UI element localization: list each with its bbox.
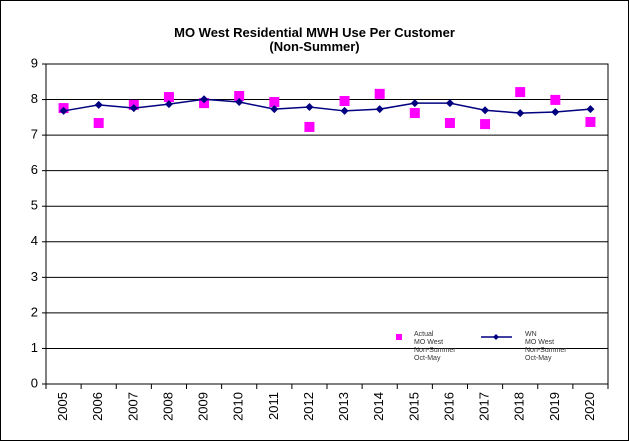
marker xyxy=(586,105,595,114)
marker xyxy=(410,99,419,108)
marker xyxy=(129,104,138,113)
y-tick-label: 4 xyxy=(31,233,38,248)
marker xyxy=(340,106,349,115)
marker xyxy=(93,118,104,129)
y-tick-label: 8 xyxy=(31,91,38,106)
y-tick-label: 7 xyxy=(31,127,38,142)
x-tick-label: 2012 xyxy=(301,392,316,421)
marker xyxy=(445,99,454,108)
marker xyxy=(515,87,526,98)
marker xyxy=(444,118,455,129)
legend-marker xyxy=(493,334,499,340)
x-tick-label: 2019 xyxy=(547,392,562,421)
marker xyxy=(200,95,209,104)
x-tick-label: 2011 xyxy=(266,392,281,420)
x-tick-label: 2016 xyxy=(441,392,456,421)
x-tick-label: 2010 xyxy=(231,392,246,421)
marker xyxy=(305,103,314,112)
y-tick-label: 5 xyxy=(31,198,38,213)
legend-label: Actual MO West Non-Summer Oct-May xyxy=(414,331,456,362)
marker xyxy=(59,106,68,115)
marker xyxy=(550,94,561,105)
x-tick-label: 2006 xyxy=(90,392,105,421)
marker xyxy=(375,105,384,114)
x-tick-label: 2007 xyxy=(125,392,140,421)
marker xyxy=(516,109,525,118)
y-tick-label: 9 xyxy=(31,55,38,70)
x-tick-label: 2009 xyxy=(196,392,211,421)
x-tick-label: 2015 xyxy=(406,392,421,421)
marker xyxy=(480,119,491,130)
x-tick-label: 2005 xyxy=(55,392,70,421)
y-tick-label: 6 xyxy=(31,162,38,177)
marker xyxy=(163,92,174,103)
marker xyxy=(234,91,245,101)
y-tick-label: 2 xyxy=(31,304,38,319)
marker xyxy=(269,97,280,108)
x-tick-label: 2013 xyxy=(336,392,351,421)
marker xyxy=(374,88,385,99)
x-tick-label: 2020 xyxy=(582,392,597,421)
y-tick-label: 0 xyxy=(31,375,38,390)
x-tick-label: 2018 xyxy=(512,392,527,421)
series-line xyxy=(63,98,591,114)
y-tick-label: 3 xyxy=(31,269,38,284)
marker xyxy=(339,95,350,106)
y-tick-label: 1 xyxy=(31,340,38,355)
x-tick-label: 2014 xyxy=(371,392,386,421)
x-tick-label: 2008 xyxy=(160,392,175,421)
marker xyxy=(409,108,420,119)
marker xyxy=(270,105,279,114)
marker xyxy=(481,106,490,115)
legend-marker xyxy=(396,334,402,340)
marker xyxy=(94,100,103,109)
marker xyxy=(585,116,596,127)
marker xyxy=(304,121,315,132)
marker xyxy=(164,100,173,109)
legend-label: WN MO West Non-Summer Oct-May xyxy=(525,331,567,362)
marker xyxy=(235,98,244,107)
chart-title: MO West Residential MWH Use Per Customer… xyxy=(174,25,455,54)
x-tick-label: 2017 xyxy=(477,392,492,421)
marker xyxy=(551,108,560,116)
